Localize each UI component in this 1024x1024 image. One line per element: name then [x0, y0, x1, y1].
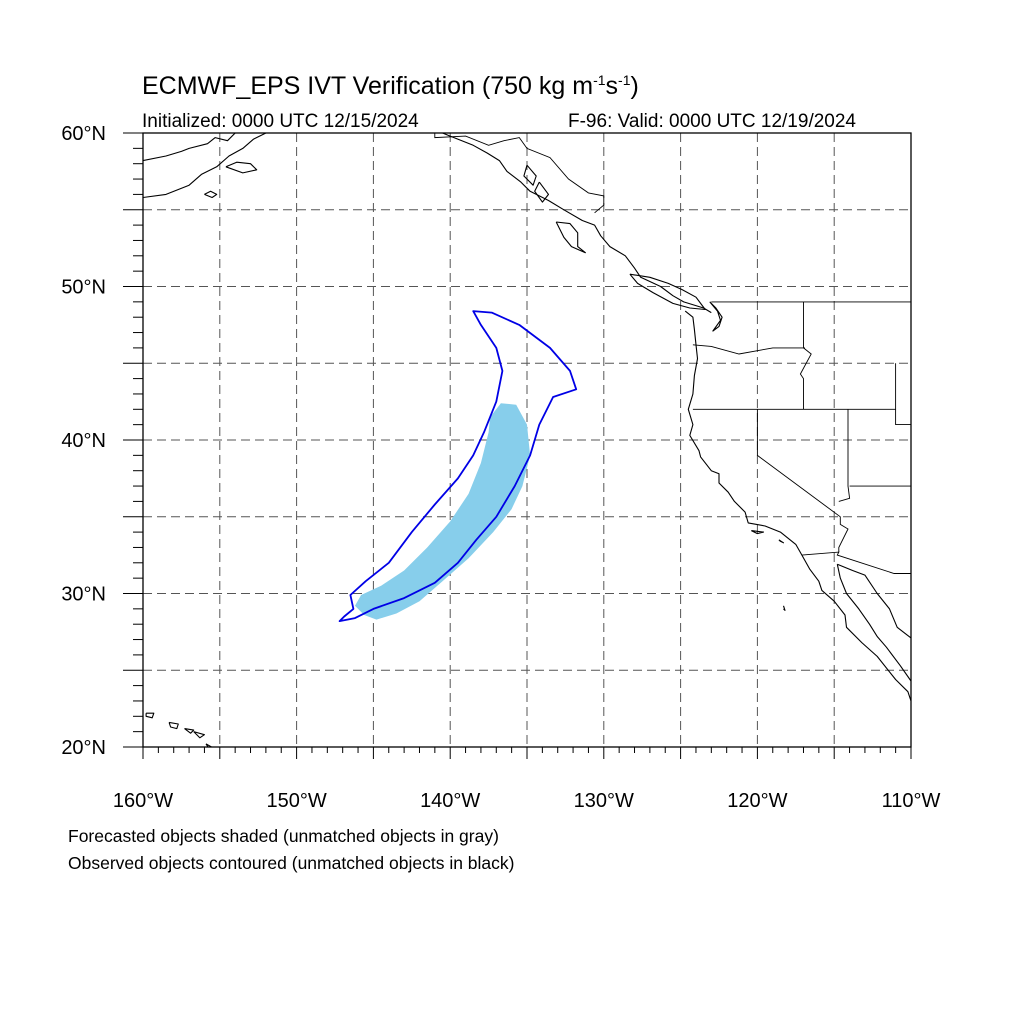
lat-tick-label: 20°N	[61, 737, 106, 759]
political-border	[434, 133, 605, 214]
political-border	[756, 409, 849, 553]
coastline	[534, 181, 550, 203]
ivt-objects	[338, 310, 578, 622]
title-exponent-2: -1	[618, 72, 631, 88]
coastline	[684, 310, 911, 702]
coastline	[782, 605, 786, 611]
lon-tick-label: 160°W	[113, 790, 173, 812]
coastline	[205, 743, 213, 747]
coastline	[778, 539, 785, 544]
forecast-object-shaded	[355, 403, 531, 620]
title-suffix: )	[630, 72, 639, 100]
coastline	[523, 164, 537, 186]
coastline	[629, 273, 706, 311]
observed-object-contour	[338, 310, 578, 622]
coastline	[143, 133, 267, 199]
political-border	[895, 363, 911, 426]
title-prefix: ECMWF_EPS IVT Verification (750 kg m	[142, 72, 594, 100]
coastline	[225, 161, 258, 174]
lat-tick-label: 60°N	[61, 123, 106, 145]
lat-tick-label: 40°N	[61, 430, 106, 452]
chart-title: ECMWF_EPS IVT Verification (750 kg m-1s-…	[142, 72, 639, 101]
initialized-label: Initialized: 0000 UTC 12/15/2024	[142, 111, 419, 132]
coastline	[204, 190, 218, 199]
coastline	[751, 530, 765, 535]
lon-tick-label: 130°W	[574, 790, 634, 812]
forecast-legend-note: Forecasted objects shaded (unmatched obj…	[68, 826, 499, 846]
political-border	[801, 551, 911, 574]
axis-ticks	[123, 132, 912, 759]
title-mid: s	[605, 72, 619, 100]
lat-tick-label: 50°N	[61, 277, 106, 299]
observed-legend-note: Observed objects contoured (unmatched ob…	[68, 853, 515, 873]
lon-tick-label: 120°W	[727, 790, 787, 812]
title-exponent-1: -1	[593, 72, 606, 88]
coastlines-borders	[143, 133, 911, 747]
coastline	[168, 721, 179, 730]
coastline	[145, 712, 155, 719]
coastline	[442, 133, 712, 314]
political-border	[838, 409, 851, 502]
lat-tick-label: 30°N	[61, 584, 106, 606]
lon-tick-label: 150°W	[266, 790, 326, 812]
axis-labels: 160°W 150°W 140°W 130°W 120°W 110°W 60°N 50°N 40…	[61, 123, 940, 812]
coastline	[709, 301, 723, 332]
coastline	[836, 564, 911, 682]
coastline	[555, 221, 586, 254]
lon-tick-label: 110°W	[882, 790, 941, 812]
political-border	[692, 344, 805, 355]
coastline	[837, 563, 911, 639]
lon-tick-label: 140°W	[420, 790, 480, 812]
coastline	[143, 133, 236, 162]
political-border	[799, 301, 812, 410]
coastline	[193, 731, 205, 739]
coastline	[184, 728, 195, 734]
valid-time-label: F-96: Valid: 0000 UTC 12/19/2024	[568, 111, 856, 132]
